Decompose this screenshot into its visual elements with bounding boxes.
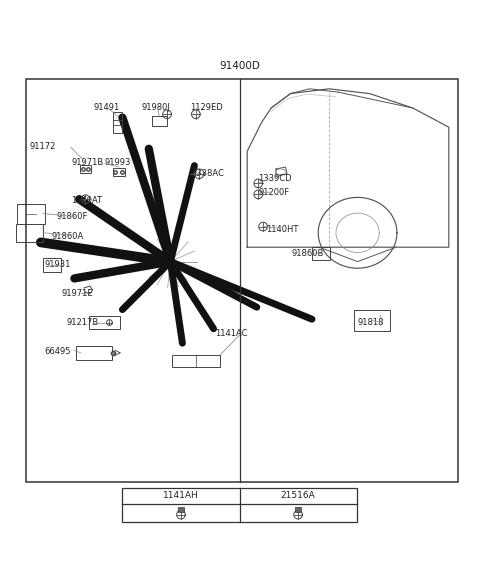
Text: 1338AC: 1338AC xyxy=(191,169,224,178)
Bar xyxy=(80,165,91,173)
Bar xyxy=(89,316,120,329)
Text: 1129ED: 1129ED xyxy=(190,104,222,112)
Bar xyxy=(43,258,61,272)
Bar xyxy=(354,310,390,331)
Bar xyxy=(26,79,458,483)
Text: 91217B: 91217B xyxy=(66,318,98,327)
Bar xyxy=(16,223,43,242)
Text: 91980J: 91980J xyxy=(142,104,170,112)
Bar xyxy=(312,247,330,260)
Bar xyxy=(113,112,122,133)
Text: 1140AT: 1140AT xyxy=(71,196,102,205)
Text: 91971E: 91971E xyxy=(61,289,93,298)
Bar xyxy=(122,488,357,522)
Text: 21516A: 21516A xyxy=(281,491,315,501)
Text: 91818: 91818 xyxy=(358,318,384,327)
Bar xyxy=(295,507,301,512)
Bar xyxy=(113,168,125,176)
Text: 91860A: 91860A xyxy=(52,232,84,241)
Bar xyxy=(178,507,184,512)
Bar xyxy=(172,355,220,367)
Text: 91860B: 91860B xyxy=(292,249,324,258)
Text: 1339CD: 1339CD xyxy=(258,174,292,183)
Text: 1140HT: 1140HT xyxy=(266,225,299,234)
Text: 91971B: 91971B xyxy=(71,158,103,166)
Bar xyxy=(152,116,167,126)
Bar xyxy=(75,346,111,360)
Bar xyxy=(17,203,45,223)
Text: 91200F: 91200F xyxy=(258,188,289,198)
Text: 1141AH: 1141AH xyxy=(163,491,199,501)
Text: 91491: 91491 xyxy=(94,104,120,112)
Text: 1141AC: 1141AC xyxy=(215,329,248,338)
Text: 91172: 91172 xyxy=(30,142,56,151)
Text: 66495: 66495 xyxy=(44,347,71,356)
Text: 91993: 91993 xyxy=(105,158,131,166)
Text: 91400D: 91400D xyxy=(219,61,261,71)
Text: 91931: 91931 xyxy=(44,260,71,270)
Text: 91860F: 91860F xyxy=(57,213,88,221)
